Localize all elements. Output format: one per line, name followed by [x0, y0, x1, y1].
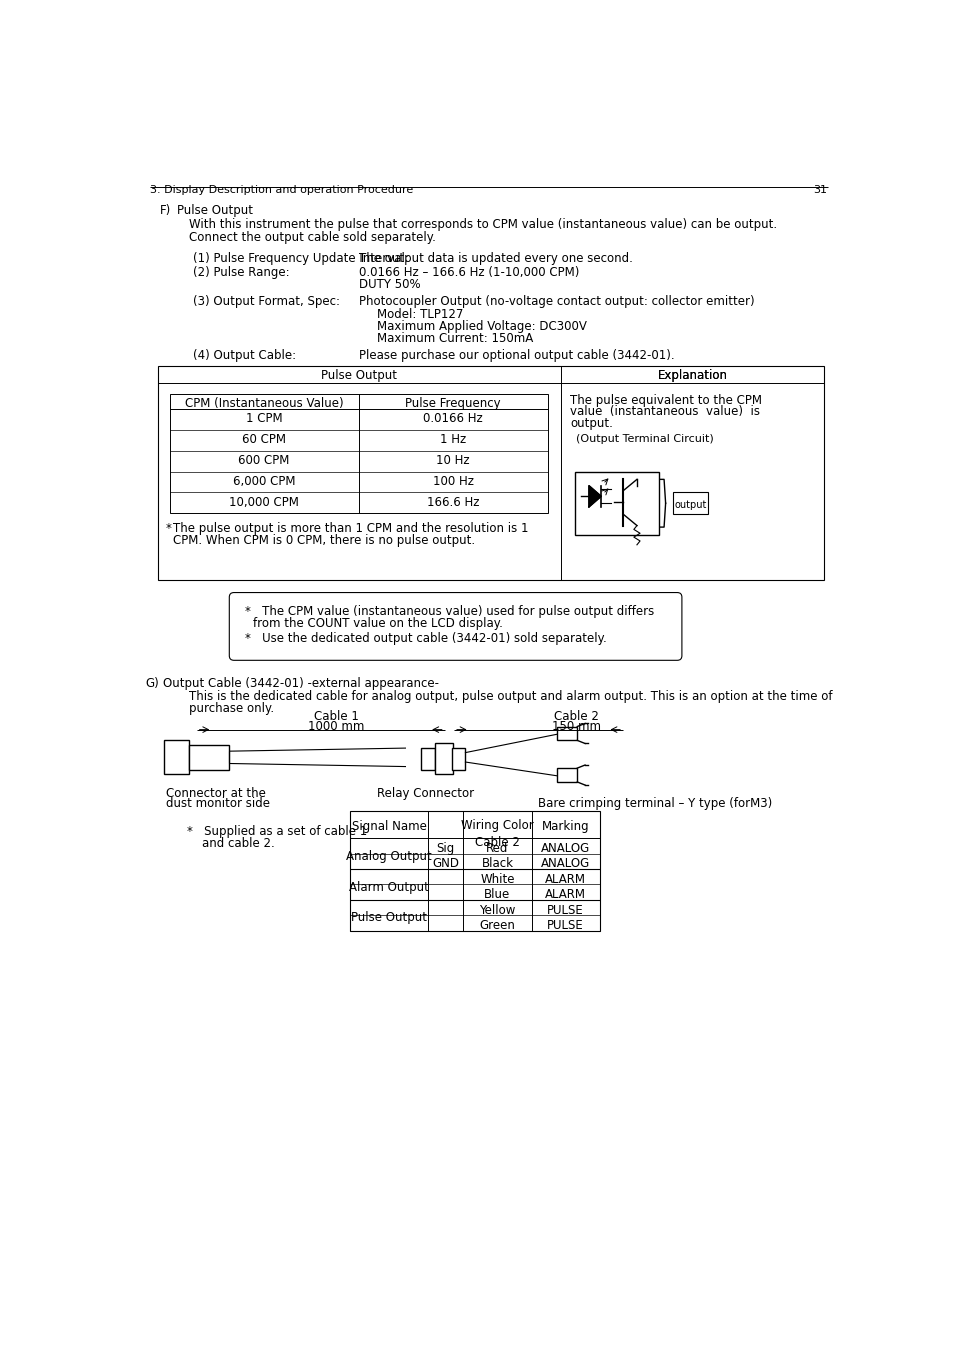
Text: CPM (Instantaneous Value): CPM (Instantaneous Value): [185, 397, 343, 409]
Text: Relay Connector: Relay Connector: [376, 786, 474, 800]
Text: Cable 1: Cable 1: [314, 709, 358, 723]
Text: 600 CPM: 600 CPM: [238, 454, 290, 467]
Text: 10,000 CPM: 10,000 CPM: [229, 496, 299, 508]
Bar: [189, 744, 229, 770]
Text: Blue: Blue: [484, 888, 510, 901]
Text: 150 mm: 150 mm: [552, 720, 600, 734]
Text: Green: Green: [479, 919, 515, 932]
Text: output.: output.: [570, 417, 613, 430]
Text: 10 Hz: 10 Hz: [436, 454, 470, 467]
Bar: [452, 748, 464, 770]
Text: G): G): [146, 677, 159, 690]
Text: Maximum Applied Voltage: DC300V: Maximum Applied Voltage: DC300V: [376, 320, 586, 332]
Text: The pulse output is more than 1 CPM and the resolution is 1: The pulse output is more than 1 CPM and …: [173, 523, 529, 535]
Text: purchase only.: purchase only.: [189, 703, 274, 715]
Text: Pulse Output: Pulse Output: [321, 369, 397, 382]
Bar: [435, 743, 452, 774]
Text: Black: Black: [481, 858, 513, 870]
Text: Connect the output cable sold separately.: Connect the output cable sold separately…: [189, 231, 436, 243]
Bar: [557, 727, 577, 740]
Text: Wiring Color
Cable 2: Wiring Color Cable 2: [460, 819, 534, 848]
Text: Model: TLP127: Model: TLP127: [376, 308, 462, 320]
Text: PULSE: PULSE: [547, 904, 583, 916]
Text: GND: GND: [432, 858, 458, 870]
Text: 0.0166 Hz – 166.6 Hz (1-10,000 CPM): 0.0166 Hz – 166.6 Hz (1-10,000 CPM): [359, 266, 579, 280]
Polygon shape: [588, 485, 600, 507]
Text: (1) Pulse Frequency Update Interval:: (1) Pulse Frequency Update Interval:: [193, 253, 408, 265]
Text: 0.0166 Hz: 0.0166 Hz: [423, 412, 482, 426]
Bar: [575, 471, 658, 535]
Text: *   The CPM value (instantaneous value) used for pulse output differs: * The CPM value (instantaneous value) us…: [245, 605, 654, 617]
Text: Bare crimping terminal – Y type (forM3): Bare crimping terminal – Y type (forM3): [537, 797, 771, 811]
Text: The pulse equivalent to the CPM: The pulse equivalent to the CPM: [570, 394, 761, 407]
Text: ALARM: ALARM: [544, 888, 585, 901]
Text: 1 Hz: 1 Hz: [439, 434, 466, 446]
Text: (Output Terminal Circuit): (Output Terminal Circuit): [576, 434, 714, 444]
Text: ALARM: ALARM: [544, 873, 585, 886]
Text: 31: 31: [813, 185, 827, 196]
Text: Pulse Frequency: Pulse Frequency: [405, 397, 500, 409]
Text: 1 CPM: 1 CPM: [246, 412, 282, 426]
Text: This is the dedicated cable for analog output, pulse output and alarm output. Th: This is the dedicated cable for analog o…: [189, 689, 832, 703]
Text: DUTY 50%: DUTY 50%: [359, 278, 420, 292]
Text: CPM. When CPM is 0 CPM, there is no pulse output.: CPM. When CPM is 0 CPM, there is no puls…: [173, 534, 476, 547]
Text: ANALOG: ANALOG: [540, 858, 590, 870]
Text: *   Use the dedicated output cable (3442-01) sold separately.: * Use the dedicated output cable (3442-0…: [245, 632, 606, 644]
FancyBboxPatch shape: [229, 593, 681, 661]
Text: Pulse Output: Pulse Output: [351, 912, 427, 924]
Text: *: *: [166, 523, 172, 535]
Bar: [158, 366, 823, 580]
Text: Photocoupler Output (no-voltage contact output: collector emitter): Photocoupler Output (no-voltage contact …: [359, 296, 755, 308]
Text: Explanation: Explanation: [657, 369, 727, 382]
Text: Analog Output: Analog Output: [346, 850, 432, 863]
Text: Please purchase our optional output cable (3442-01).: Please purchase our optional output cabl…: [359, 349, 675, 362]
Text: value  (instantaneous  value)  is: value (instantaneous value) is: [570, 405, 760, 419]
Text: 60 CPM: 60 CPM: [242, 434, 286, 446]
Text: 1000 mm: 1000 mm: [308, 720, 364, 734]
Text: ANALOG: ANALOG: [540, 842, 590, 855]
Text: Explanation: Explanation: [657, 369, 727, 382]
Text: and cable 2.: and cable 2.: [187, 838, 274, 850]
Text: (2) Pulse Range:: (2) Pulse Range:: [193, 266, 289, 280]
Text: Output Cable (3442-01) -external appearance-: Output Cable (3442-01) -external appeara…: [162, 677, 438, 690]
Bar: [164, 740, 189, 774]
Text: Sig: Sig: [436, 842, 455, 855]
Text: 6,000 CPM: 6,000 CPM: [233, 474, 295, 488]
Text: Pulse Output: Pulse Output: [177, 204, 253, 218]
Text: 3. Display Description and operation Procedure: 3. Display Description and operation Pro…: [150, 185, 413, 196]
Text: Cable 2: Cable 2: [554, 709, 598, 723]
Text: 166.6 Hz: 166.6 Hz: [427, 496, 479, 508]
Text: Red: Red: [486, 842, 508, 855]
Text: 100 Hz: 100 Hz: [433, 474, 474, 488]
Text: output: output: [674, 500, 706, 511]
Text: With this instrument the pulse that corresponds to CPM value (instantaneous valu: With this instrument the pulse that corr…: [189, 219, 777, 231]
Text: White: White: [479, 873, 515, 886]
Text: Signal Name: Signal Name: [351, 820, 426, 834]
Text: Connector at the: Connector at the: [166, 786, 265, 800]
Text: PULSE: PULSE: [547, 919, 583, 932]
Text: F): F): [159, 204, 171, 218]
Text: Maximum Current: 150mA: Maximum Current: 150mA: [376, 332, 532, 346]
Text: Alarm Output: Alarm Output: [349, 881, 429, 893]
Text: dust monitor side: dust monitor side: [166, 797, 270, 811]
Text: *   Supplied as a set of cable 1: * Supplied as a set of cable 1: [187, 825, 367, 838]
Bar: [350, 811, 599, 931]
Bar: [557, 769, 577, 782]
Bar: [672, 493, 707, 513]
Text: (4) Output Cable:: (4) Output Cable:: [193, 349, 295, 362]
Text: from the COUNT value on the LCD display.: from the COUNT value on the LCD display.: [253, 617, 502, 630]
Text: The output data is updated every one second.: The output data is updated every one sec…: [359, 253, 633, 265]
Text: Marking: Marking: [541, 820, 589, 834]
Bar: [421, 748, 435, 770]
Text: (3) Output Format, Spec:: (3) Output Format, Spec:: [193, 296, 339, 308]
Bar: [170, 394, 547, 513]
Text: Yellow: Yellow: [478, 904, 516, 916]
